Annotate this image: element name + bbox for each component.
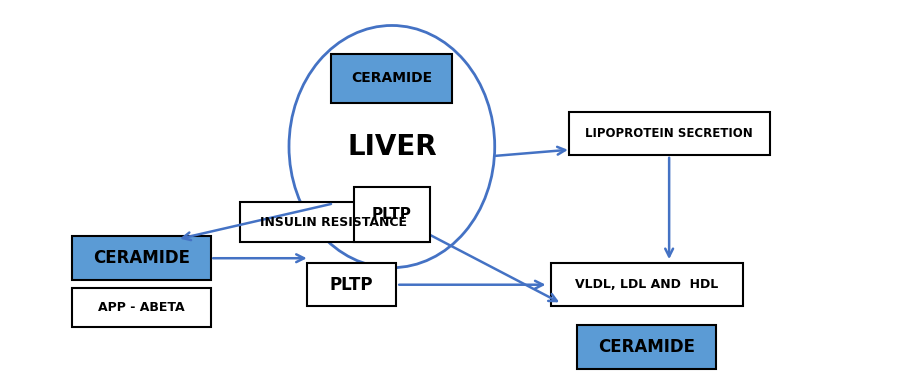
Text: VLDL, LDL AND  HDL: VLDL, LDL AND HDL xyxy=(575,278,718,291)
FancyBboxPatch shape xyxy=(551,263,742,306)
Text: LIVER: LIVER xyxy=(347,132,436,161)
FancyBboxPatch shape xyxy=(72,288,211,327)
FancyBboxPatch shape xyxy=(239,202,428,242)
FancyBboxPatch shape xyxy=(569,112,770,155)
FancyBboxPatch shape xyxy=(307,263,396,306)
Text: PLTP: PLTP xyxy=(330,276,374,294)
Text: PLTP: PLTP xyxy=(372,207,412,222)
Text: APP - ABETA: APP - ABETA xyxy=(98,301,184,314)
Text: CERAMIDE: CERAMIDE xyxy=(598,338,696,356)
Text: LIPOPROTEIN SECRETION: LIPOPROTEIN SECRETION xyxy=(585,127,753,140)
FancyBboxPatch shape xyxy=(578,325,716,369)
Text: CERAMIDE: CERAMIDE xyxy=(93,249,190,267)
FancyBboxPatch shape xyxy=(354,187,430,242)
Text: CERAMIDE: CERAMIDE xyxy=(351,71,432,86)
FancyBboxPatch shape xyxy=(331,54,452,103)
Text: INSULIN RESISTANCE: INSULIN RESISTANCE xyxy=(260,216,407,229)
FancyBboxPatch shape xyxy=(72,237,211,280)
